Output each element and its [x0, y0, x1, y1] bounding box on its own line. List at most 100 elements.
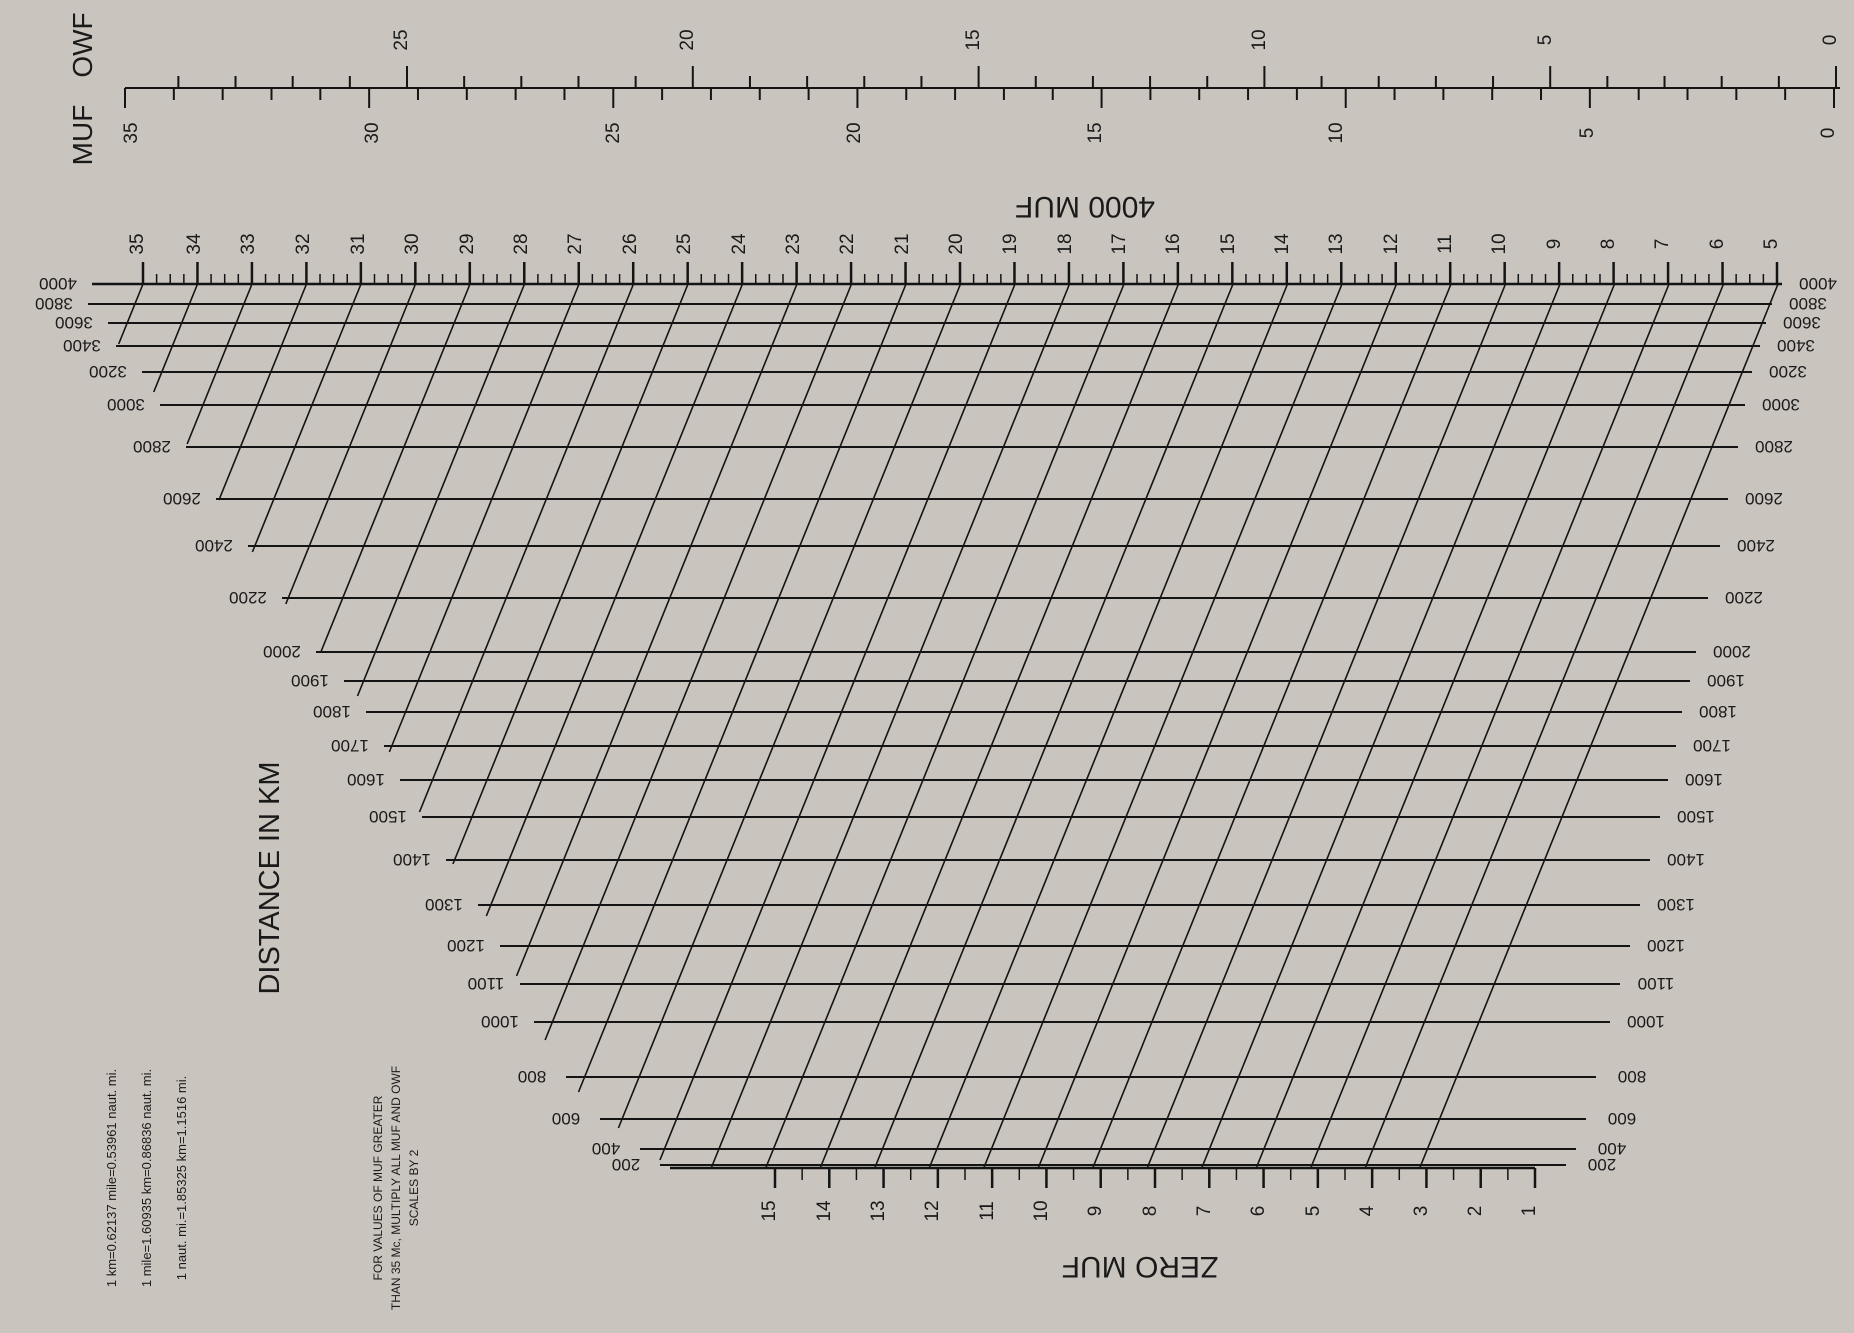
- distance-label-left: 400: [592, 1139, 620, 1158]
- top-scale-label: 7: [1652, 239, 1673, 250]
- bottom-scale-label: 8: [1140, 1206, 1161, 1217]
- frequency-diagonal: [152, 283, 199, 393]
- distance-label-left: 1200: [447, 936, 485, 955]
- muf-scale-label-30: 30: [362, 122, 383, 143]
- frequency-diagonal: [819, 283, 1180, 1169]
- scaling-note-line: THAN 35 Mc, MULTIPLY ALL MUF AND OWF: [389, 1066, 403, 1310]
- frequency-diagonal: [418, 283, 635, 813]
- frequency-diagonal: [1091, 283, 1452, 1169]
- distance-label-left: 1300: [425, 895, 463, 914]
- distance-label-right: 2200: [1725, 588, 1763, 607]
- frequency-diagonal: [320, 283, 471, 653]
- top-scale-label: 35: [127, 233, 148, 254]
- frequency-diagonal: [577, 283, 907, 1093]
- distance-label-right: 2600: [1745, 489, 1783, 508]
- top-scale-label: 18: [1055, 233, 1076, 254]
- bottom-scale-labels: 15 14 13 12 11 10 9 8 7 6 5 4 3 2 1: [759, 1200, 1540, 1222]
- distance-label-left: 2600: [163, 489, 201, 508]
- distance-label-left: 3200: [89, 362, 127, 381]
- top-scale-label: 13: [1326, 233, 1347, 254]
- distance-label-right: 2400: [1737, 536, 1775, 555]
- top-scale-label: 24: [729, 233, 750, 255]
- top-scale-label: 25: [674, 233, 695, 254]
- top-scale-label: 16: [1163, 233, 1184, 254]
- distance-label-left: 800: [518, 1067, 546, 1086]
- top-scale-label: 26: [620, 233, 641, 254]
- frequency-diagonal: [285, 283, 417, 605]
- bottom-scale-title: ZERO MUF: [1062, 1250, 1219, 1283]
- distance-label-right: 800: [1618, 1067, 1646, 1086]
- distance-label-right: 1700: [1693, 736, 1731, 755]
- distance-label-left: 1900: [291, 671, 329, 690]
- distance-label-left: 1000: [481, 1012, 519, 1031]
- scaling-note: FOR VALUES OF MUF GREATER THAN 35 Mc, MU…: [371, 1066, 421, 1310]
- muf-scale-ticks: [124, 88, 1835, 108]
- muf-scale-title: MUF: [67, 105, 98, 166]
- distance-label-left: 2400: [195, 536, 233, 555]
- top-scale-label: 6: [1707, 239, 1728, 250]
- frequency-diagonal: [388, 283, 580, 753]
- muf-scale-label-15: 15: [1085, 122, 1106, 143]
- distance-label-right: 200: [1588, 1155, 1616, 1174]
- distance-label-left: 1600: [347, 770, 385, 789]
- top-scale-label: 8: [1598, 239, 1619, 250]
- conversion-note-km: 1 km=0.62137 mile=0.53961 naut. mi.: [104, 1069, 119, 1287]
- bottom-scale-label: 13: [868, 1200, 889, 1221]
- top-scale-label: 33: [238, 233, 259, 254]
- top-scale-label: 10: [1489, 233, 1510, 254]
- conversion-note-mile: 1 mile=1.60935 km=0.86836 naut. mi.: [139, 1069, 154, 1287]
- top-scale-title: 4000 MUF: [1015, 190, 1155, 223]
- distance-label-left: 2000: [263, 642, 301, 661]
- bottom-scale-label: 2: [1465, 1206, 1486, 1217]
- bottom-scale-label: 9: [1085, 1206, 1106, 1217]
- bottom-scale-label: 6: [1248, 1206, 1269, 1217]
- top-scale-label: 12: [1381, 233, 1402, 254]
- frequency-diagonal: [1146, 283, 1507, 1169]
- owf-scale-label-5: 5: [1535, 35, 1556, 46]
- distance-label-right: 1400: [1667, 850, 1705, 869]
- distance-label-left: 1400: [393, 850, 431, 869]
- conversion-note-naut-mile: 1 naut. mi.=1.85325 km=1.1516 mi.: [174, 1076, 189, 1281]
- distance-label-left: 2200: [229, 588, 267, 607]
- distance-label-left: 2800: [133, 437, 171, 456]
- frequency-diagonal: [982, 283, 1343, 1169]
- muf-scale-label-0: 0: [1818, 128, 1839, 139]
- frequency-diagonal: [186, 283, 253, 445]
- owf-scale-label-25: 25: [391, 29, 412, 50]
- muf-scale-label-20: 20: [844, 122, 865, 143]
- frequency-diagonal: [764, 283, 1125, 1169]
- distance-label-right: 1100: [1638, 974, 1675, 993]
- top-scale-label: 28: [511, 233, 532, 254]
- frequency-diagonal: [515, 283, 798, 977]
- bottom-scale-label: 12: [922, 1200, 943, 1221]
- distance-label-left: 200: [612, 1155, 640, 1174]
- distance-lines: [88, 283, 1782, 1166]
- muf-scale-label-10: 10: [1326, 122, 1347, 143]
- top-scale-label: 20: [946, 233, 967, 254]
- distance-label-right: 1000: [1627, 1012, 1665, 1031]
- top-scale-label: 29: [457, 233, 478, 254]
- scaling-note-line: SCALES BY 2: [407, 1149, 421, 1226]
- frequency-diagonal: [452, 283, 689, 865]
- bottom-scale-label: 7: [1194, 1206, 1215, 1217]
- frequency-diagonal: [659, 283, 1016, 1161]
- distance-label-right: 2800: [1755, 437, 1793, 456]
- top-scale-label: 27: [565, 233, 586, 254]
- top-scale-label: 34: [184, 233, 205, 255]
- distance-label-right: 2000: [1713, 642, 1751, 661]
- frequency-diagonal: [218, 283, 308, 501]
- distance-label-right: 3200: [1769, 362, 1807, 381]
- owf-scale-label-20: 20: [677, 29, 698, 50]
- distance-label-right: 4000: [1799, 274, 1837, 293]
- bottom-scale-label: 5: [1303, 1206, 1324, 1217]
- bottom-scale-label: 1: [1519, 1206, 1540, 1217]
- unit-conversion-notes: 1 km=0.62137 mile=0.53961 naut. mi. 1 mi…: [104, 1069, 189, 1287]
- distance-label-right: 1300: [1657, 895, 1695, 914]
- bottom-scale-label: 3: [1411, 1206, 1432, 1217]
- muf-scale-label-35: 35: [121, 122, 142, 143]
- distance-label-left: 1700: [331, 736, 369, 755]
- distance-label-right: 3800: [1789, 294, 1827, 313]
- distance-label-right: 1200: [1647, 936, 1685, 955]
- top-scale-label: 17: [1109, 233, 1130, 254]
